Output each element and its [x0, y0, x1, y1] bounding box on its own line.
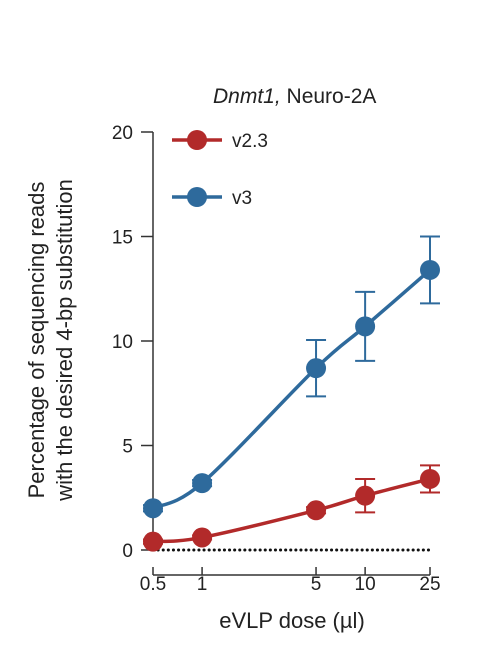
data-point [355, 316, 376, 337]
y-tick-label: 0 [122, 541, 133, 562]
chart-title-gene: Dnmt1, [213, 85, 281, 108]
series-line [152, 268, 432, 510]
series-layer [143, 235, 440, 552]
x-tick-label: 10 [355, 574, 376, 595]
legend-item-v3: v3 [172, 187, 252, 209]
x-tick-label: 0.5 [140, 574, 166, 595]
chart-title: Dnmt1, Neuro-2A [213, 85, 376, 108]
legend-marker [187, 130, 207, 150]
x-tick-label: 5 [311, 574, 322, 595]
chart-title-cell-line: Neuro-2A [287, 85, 377, 108]
data-point [143, 531, 163, 552]
legend-label: v2.3 [232, 131, 268, 152]
x-tick-label: 1 [197, 574, 208, 595]
x-tick-label: 25 [419, 574, 440, 595]
data-point [306, 500, 327, 521]
series-v3 [143, 235, 440, 519]
legend-item-v2.3: v2.3 [172, 130, 268, 152]
data-point [420, 468, 440, 489]
y-tick-label: 5 [122, 437, 133, 458]
y-tick-label: 20 [112, 123, 133, 144]
data-point [143, 498, 163, 519]
data-point [192, 473, 213, 494]
y-tick-label: 15 [112, 228, 133, 249]
y-axis-title-line-2: with the desired 4-bp substitution [52, 179, 77, 502]
y-tick-label: 10 [112, 332, 133, 353]
data-point [420, 259, 440, 280]
data-point [355, 485, 376, 506]
data-point [192, 527, 213, 548]
series-v2.3 [143, 464, 440, 552]
legend: v2.3 v3 [172, 130, 268, 209]
y-axis-title-line-1: Percentage of sequencing reads [24, 182, 49, 499]
legend-label: v3 [232, 188, 252, 209]
x-axis-title: eVLP dose (µl) [219, 608, 365, 633]
data-point [306, 358, 327, 379]
legend-marker [187, 187, 207, 207]
